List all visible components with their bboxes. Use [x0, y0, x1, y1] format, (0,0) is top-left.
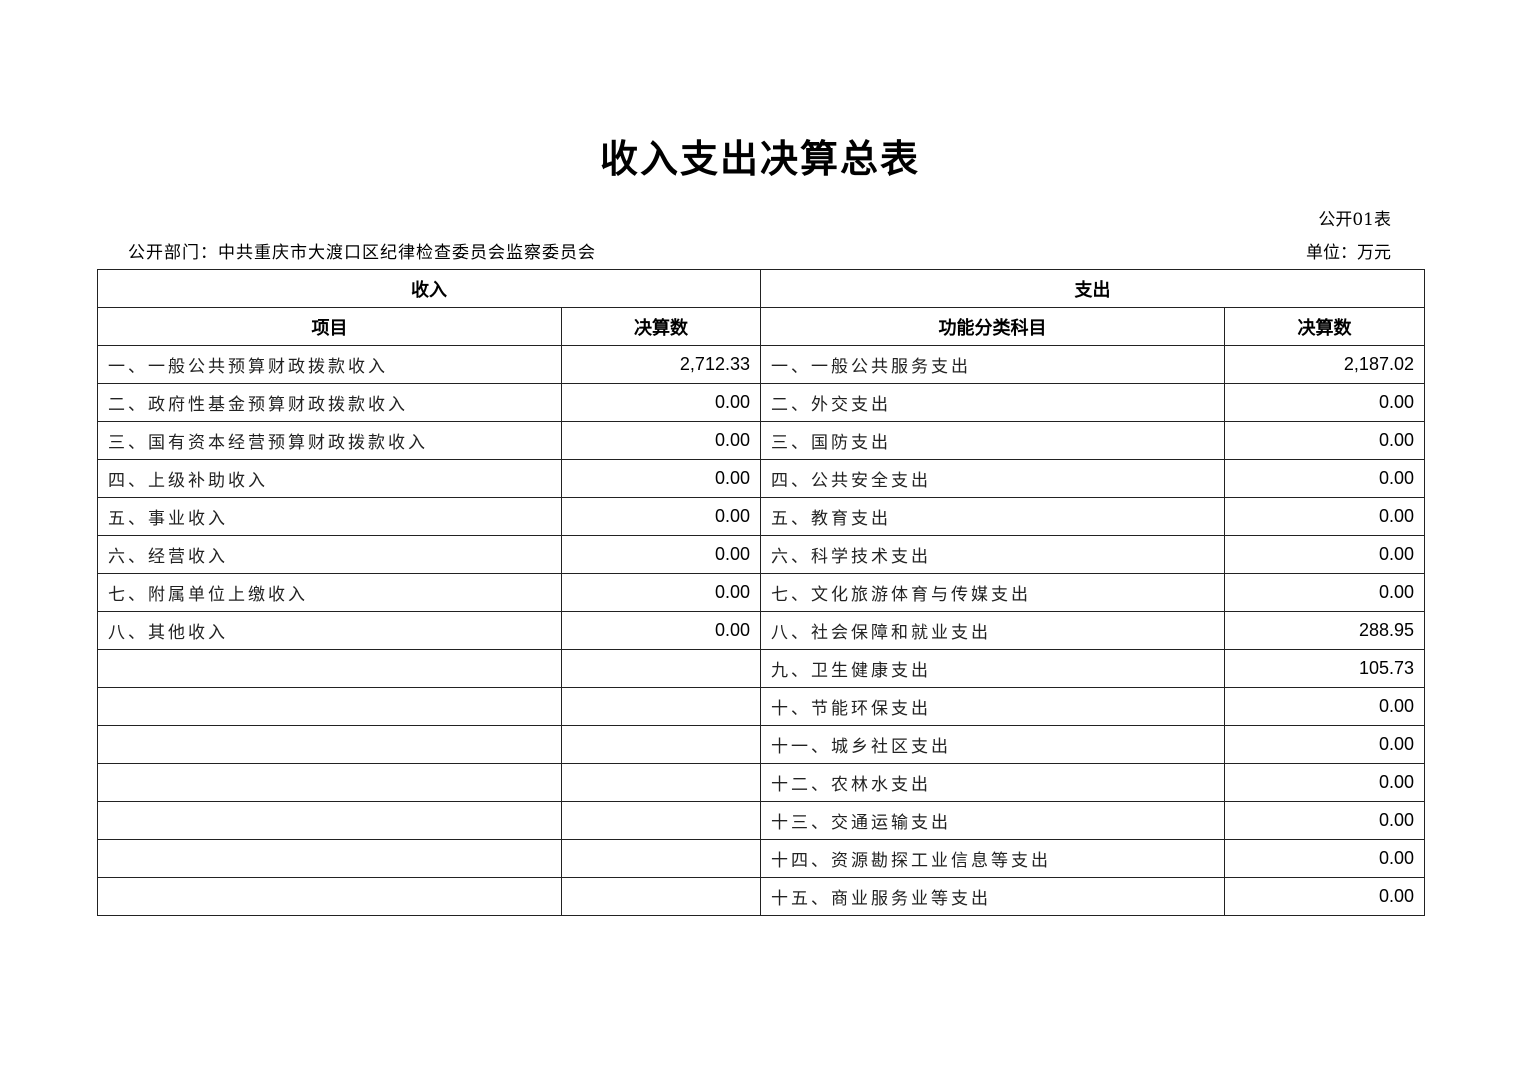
income-item-cell: 二、政府性基金预算财政拨款收入 [97, 383, 562, 422]
expense-amount-cell: 2,187.02 [1224, 345, 1425, 384]
table-row: 八、其他收入 0.00 八、社会保障和就业支出 288.95 [97, 611, 1425, 650]
expense-amount-cell: 0.00 [1224, 687, 1425, 726]
table-row: 二、政府性基金预算财政拨款收入 0.00 二、外交支出 0.00 [97, 383, 1425, 422]
table-row: 六、经营收入 0.00 六、科学技术支出 0.00 [97, 535, 1425, 574]
expense-item-cell: 四、公共安全支出 [760, 459, 1225, 498]
expense-item-cell: 二、外交支出 [760, 383, 1225, 422]
expense-item-cell: 十三、交通运输支出 [760, 801, 1225, 840]
expense-item-cell: 十五、商业服务业等支出 [760, 877, 1225, 916]
expense-amount-cell: 288.95 [1224, 611, 1425, 650]
expense-amount-cell: 0.00 [1224, 535, 1425, 574]
income-item-cell: 七、附属单位上缴收入 [97, 573, 562, 612]
income-item-cell [97, 649, 562, 688]
expense-group-header: 支出 [760, 269, 1425, 308]
table-row: 十五、商业服务业等支出 0.00 [97, 877, 1425, 916]
expense-item-cell: 一、一般公共服务支出 [760, 345, 1225, 384]
table-row: 十三、交通运输支出 0.00 [97, 801, 1425, 840]
income-amount-cell: 0.00 [561, 421, 761, 460]
income-amount-cell: 2,712.33 [561, 345, 761, 384]
table-row: 九、卫生健康支出 105.73 [97, 649, 1425, 688]
table-row: 七、附属单位上缴收入 0.00 七、文化旅游体育与传媒支出 0.00 [97, 573, 1425, 612]
form-number: 公开01表 [1318, 210, 1391, 230]
income-item-cell: 一、一般公共预算财政拨款收入 [97, 345, 562, 384]
expense-item-cell: 五、教育支出 [760, 497, 1225, 536]
unit-label: 单位：万元 [1306, 243, 1391, 263]
group-header-row: 收入 支出 [97, 269, 1425, 308]
income-amount-cell [561, 839, 761, 878]
column-header-row: 项目 决算数 功能分类科目 决算数 [97, 307, 1425, 346]
expense-item-header: 功能分类科目 [760, 307, 1225, 346]
income-item-header: 项目 [97, 307, 562, 346]
expense-item-cell: 十二、农林水支出 [760, 763, 1225, 802]
expense-amount-cell: 0.00 [1224, 801, 1425, 840]
expense-amount-cell: 0.00 [1224, 877, 1425, 916]
income-amount-cell [561, 801, 761, 840]
income-item-cell [97, 801, 562, 840]
income-amount-cell: 0.00 [561, 573, 761, 612]
income-amount-cell [561, 763, 761, 802]
table-row: 十一、城乡社区支出 0.00 [97, 725, 1425, 764]
table-row: 四、上级补助收入 0.00 四、公共安全支出 0.00 [97, 459, 1425, 498]
expense-item-cell: 十四、资源勘探工业信息等支出 [760, 839, 1225, 878]
department-label: 公开部门：中共重庆市大渡口区纪律检查委员会监察委员会 [128, 243, 596, 263]
expense-item-cell: 七、文化旅游体育与传媒支出 [760, 573, 1225, 612]
income-group-header: 收入 [97, 269, 761, 308]
income-item-cell [97, 877, 562, 916]
expense-item-cell: 十一、城乡社区支出 [760, 725, 1225, 764]
expense-amount-header: 决算数 [1224, 307, 1425, 346]
income-item-cell: 八、其他收入 [97, 611, 562, 650]
income-item-cell [97, 725, 562, 764]
expense-amount-cell: 0.00 [1224, 839, 1425, 878]
income-expense-table: 收入 支出 项目 决算数 功能分类科目 决算数 一、一般公共预算财政拨款收入 2,… [97, 269, 1425, 916]
expense-amount-cell: 0.00 [1224, 421, 1425, 460]
page-title: 收入支出决算总表 [599, 137, 920, 181]
expense-amount-cell: 0.00 [1224, 763, 1425, 802]
expense-item-cell: 十、节能环保支出 [760, 687, 1225, 726]
expense-item-cell: 三、国防支出 [760, 421, 1225, 460]
income-amount-cell [561, 687, 761, 726]
expense-item-cell: 八、社会保障和就业支出 [760, 611, 1225, 650]
expense-amount-cell: 0.00 [1224, 725, 1425, 764]
expense-item-cell: 六、科学技术支出 [760, 535, 1225, 574]
income-item-cell: 四、上级补助收入 [97, 459, 562, 498]
expense-amount-cell: 0.00 [1224, 459, 1425, 498]
income-amount-cell: 0.00 [561, 535, 761, 574]
table-row: 十、节能环保支出 0.00 [97, 687, 1425, 726]
expense-amount-cell: 0.00 [1224, 383, 1425, 422]
income-amount-cell [561, 877, 761, 916]
income-amount-cell: 0.00 [561, 611, 761, 650]
table-row: 三、国有资本经营预算财政拨款收入 0.00 三、国防支出 0.00 [97, 421, 1425, 460]
table-row: 十四、资源勘探工业信息等支出 0.00 [97, 839, 1425, 878]
income-amount-cell [561, 725, 761, 764]
table-row: 五、事业收入 0.00 五、教育支出 0.00 [97, 497, 1425, 536]
income-amount-header: 决算数 [561, 307, 761, 346]
expense-item-cell: 九、卫生健康支出 [760, 649, 1225, 688]
income-item-cell [97, 763, 562, 802]
expense-amount-cell: 0.00 [1224, 573, 1425, 612]
income-amount-cell: 0.00 [561, 383, 761, 422]
income-amount-cell: 0.00 [561, 459, 761, 498]
table-row: 十二、农林水支出 0.00 [97, 763, 1425, 802]
income-item-cell: 六、经营收入 [97, 535, 562, 574]
income-item-cell [97, 687, 562, 726]
income-item-cell [97, 839, 562, 878]
table-row: 一、一般公共预算财政拨款收入 2,712.33 一、一般公共服务支出 2,187.02 [97, 345, 1425, 384]
income-item-cell: 五、事业收入 [97, 497, 562, 536]
expense-amount-cell: 0.00 [1224, 497, 1425, 536]
income-item-cell: 三、国有资本经营预算财政拨款收入 [97, 421, 562, 460]
income-amount-cell [561, 649, 761, 688]
income-amount-cell: 0.00 [561, 497, 761, 536]
expense-amount-cell: 105.73 [1224, 649, 1425, 688]
